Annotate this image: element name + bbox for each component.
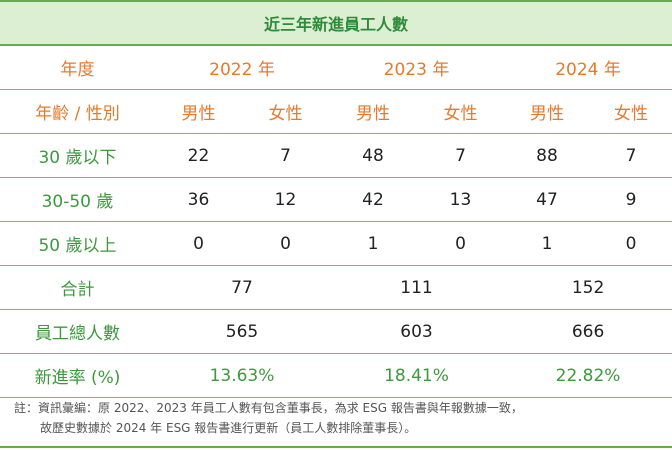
female-header: 女性 — [590, 89, 672, 134]
table-cell: 0 — [155, 221, 242, 266]
male-header: 男性 — [155, 89, 242, 134]
employees-label: 員工總人數 — [0, 309, 155, 354]
rate-2024: 22.82% — [504, 353, 672, 398]
table-cell: 7 — [590, 133, 672, 178]
table-cell: 13 — [417, 177, 504, 222]
table-title: 近三年新進員工人數 — [0, 0, 672, 46]
male-header: 男性 — [504, 89, 590, 134]
employees-2024: 666 — [504, 309, 672, 354]
total-2024: 152 — [504, 265, 672, 310]
table-cell: 88 — [504, 133, 590, 178]
table-row: 30-50 歲 36 12 42 13 47 9 — [0, 177, 672, 222]
table-cell: 42 — [329, 177, 417, 222]
table-cell: 9 — [590, 177, 672, 222]
new-employees-table: 近三年新進員工人數 年度 2022 年 2023 年 2024 年 年齡 / 性… — [0, 0, 672, 398]
table-cell: 47 — [504, 177, 590, 222]
male-header: 男性 — [329, 89, 417, 134]
footnote: 註：資訊彙編：原 2022、2023 年員工人數有包含董事長，為求 ESG 報告… — [14, 398, 664, 438]
table-cell: 0 — [417, 221, 504, 266]
table-cell: 7 — [417, 133, 504, 178]
employees-2023: 603 — [329, 309, 504, 354]
year-header-label: 年度 — [0, 45, 155, 90]
table-cell: 7 — [242, 133, 329, 178]
year-header-2022: 2022 年 — [155, 45, 329, 90]
row-label: 30 歲以下 — [0, 133, 155, 178]
table-cell: 0 — [590, 221, 672, 266]
footnote-line-1: 註：資訊彙編：原 2022、2023 年員工人數有包含董事長，為求 ESG 報告… — [14, 401, 523, 415]
rate-2022: 13.63% — [155, 353, 329, 398]
row-label: 50 歲以上 — [0, 221, 155, 266]
year-header-2023: 2023 年 — [329, 45, 504, 90]
employees-2022: 565 — [155, 309, 329, 354]
employees-row: 員工總人數 565 603 666 — [0, 309, 672, 354]
table-cell: 1 — [504, 221, 590, 266]
footnote-line-2: 故歷史數據於 2024 年 ESG 報告書進行更新（員工人數排除董事長）。 — [40, 421, 417, 435]
year-header-row: 年度 2022 年 2023 年 2024 年 — [0, 45, 672, 90]
table-row: 30 歲以下 22 7 48 7 88 7 — [0, 133, 672, 178]
table-cell: 1 — [329, 221, 417, 266]
total-2023: 111 — [329, 265, 504, 310]
female-header: 女性 — [242, 89, 329, 134]
year-header-2024: 2024 年 — [504, 45, 672, 90]
table-cell: 0 — [242, 221, 329, 266]
row-label: 30-50 歲 — [0, 177, 155, 222]
bottom-divider — [0, 446, 672, 448]
table-row: 50 歲以上 0 0 1 0 1 0 — [0, 221, 672, 266]
gender-header-row: 年齡 / 性別 男性 女性 男性 女性 男性 女性 — [0, 89, 672, 134]
gender-header-label: 年齡 / 性別 — [0, 89, 155, 134]
rate-row: 新進率 (%) 13.63% 18.41% 22.82% — [0, 353, 672, 398]
total-2022: 77 — [155, 265, 329, 310]
table-cell: 12 — [242, 177, 329, 222]
total-row: 合計 77 111 152 — [0, 265, 672, 310]
rate-2023: 18.41% — [329, 353, 504, 398]
table-cell: 22 — [155, 133, 242, 178]
table-cell: 48 — [329, 133, 417, 178]
female-header: 女性 — [417, 89, 504, 134]
total-label: 合計 — [0, 265, 155, 310]
table-cell: 36 — [155, 177, 242, 222]
rate-label: 新進率 (%) — [0, 353, 155, 398]
table-title-row: 近三年新進員工人數 — [0, 0, 672, 46]
